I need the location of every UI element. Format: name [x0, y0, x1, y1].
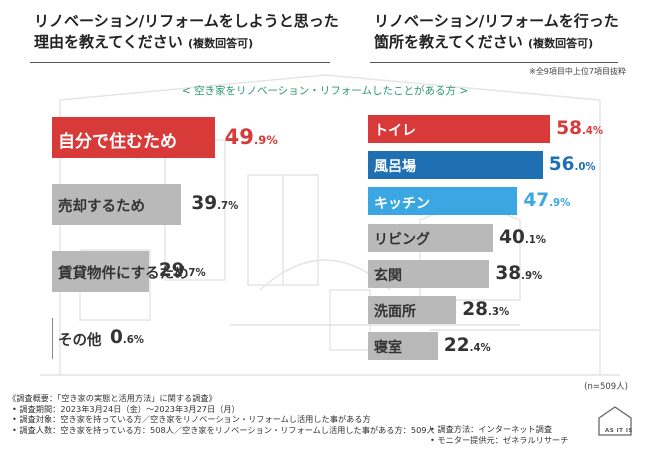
left-question-underline — [30, 62, 330, 63]
right-question: リノベーション/リフォームを行った 箇所を教えてください (複数回答可) — [374, 11, 619, 54]
right-note: ※全9項目中上位7項目抜粋 — [529, 67, 626, 76]
bar-reason-3 — [52, 318, 55, 359]
bar-location-1 — [368, 151, 543, 180]
right-question-line2: 箇所を教えてください — [374, 33, 523, 51]
logo-text: AS IT IS — [605, 428, 633, 434]
bar-location-6 — [368, 332, 438, 361]
bar-label-location-3: リビング — [374, 231, 430, 248]
footer-method: • 調査方法：インターネット調査 — [430, 424, 553, 434]
left-question-suffix: (複数回答可) — [188, 37, 254, 50]
bar-label-location-1: 風呂場 — [374, 159, 416, 176]
bar-label-location-6: 寝室 — [374, 340, 402, 357]
sample-size-note: (n=509人) — [584, 382, 628, 392]
bar-value-reason-2: 29.7% — [158, 260, 206, 282]
bar-value-reason-1: 39.7% — [191, 193, 239, 215]
left-question-line1: リノベーション/リフォームをしようと思った — [34, 12, 339, 30]
footer-provider: • モニター提供元：ゼネラルリサーチ — [430, 434, 569, 445]
footer-period: • 調査期間：2023年3月24日（金）〜2023年3月27日（月） — [12, 403, 240, 414]
bar-value-location-2: 47.9% — [523, 190, 571, 212]
survey-footer: 《調査概要：「空き家の実態と活用方法」に関する調査》 • 調査期間：2023年3… — [8, 393, 608, 435]
left-question-line2: 理由を教えてください — [34, 33, 183, 51]
bar-label-reason-0: 自分で住むため — [58, 131, 177, 152]
bar-value-location-5: 28.3% — [462, 298, 510, 320]
bar-reason-1 — [52, 184, 182, 225]
bar-label-reason-2: 賃貸物件にするため — [58, 266, 189, 283]
bar-location-5 — [368, 296, 457, 324]
bar-label-location-5: 洗面所 — [374, 304, 416, 321]
bar-value-location-0: 58.4% — [556, 117, 604, 139]
right-question-suffix: (複数回答可) — [528, 37, 594, 50]
bar-value-location-6: 22.4% — [443, 335, 491, 357]
bar-reason-0 — [52, 117, 215, 158]
bar-location-2 — [368, 187, 518, 216]
footer-count: • 調査人数：空き家を持っている方：508人／空き家をリノベーション・リフォーム… — [12, 424, 435, 435]
bar-label-reason-1: 売却するため — [58, 199, 145, 216]
as-it-is-logo: AS IT IS — [596, 404, 634, 446]
bar-reason-2 — [52, 251, 149, 292]
bar-value-location-3: 40.1% — [499, 226, 546, 248]
right-question-underline — [370, 62, 618, 63]
bar-location-3 — [368, 223, 494, 252]
bar-label-location-4: 玄関 — [374, 268, 402, 285]
bar-label-location-2: キッチン — [374, 195, 430, 212]
bar-label-reason-3: その他 — [58, 333, 102, 350]
bar-value-location-4: 38.9% — [495, 262, 543, 284]
house-icon — [598, 406, 632, 436]
bar-value-location-1: 56.0% — [548, 154, 596, 176]
left-question: リノベーション/リフォームをしようと思った 理由を教えてください (複数回答可) — [34, 11, 339, 54]
bar-value-reason-3: 0.6% — [110, 327, 144, 349]
bar-location-4 — [368, 259, 490, 288]
footer-title: 《調査概要：「空き家の実態と活用方法」に関する調査》 — [8, 393, 217, 403]
bar-value-reason-0: 49.9% — [224, 124, 278, 149]
bar-label-location-0: トイレ — [374, 123, 416, 140]
audience-banner: < 空き家をリノベーション・リフォームしたことがある方 > — [181, 85, 469, 97]
footer-target: • 調査対象：空き家を持っている方／空き家をリノベーション・リフォームし活用した… — [12, 414, 371, 424]
bar-location-0 — [368, 115, 551, 143]
right-question-line1: リノベーション/リフォームを行った — [374, 12, 619, 30]
